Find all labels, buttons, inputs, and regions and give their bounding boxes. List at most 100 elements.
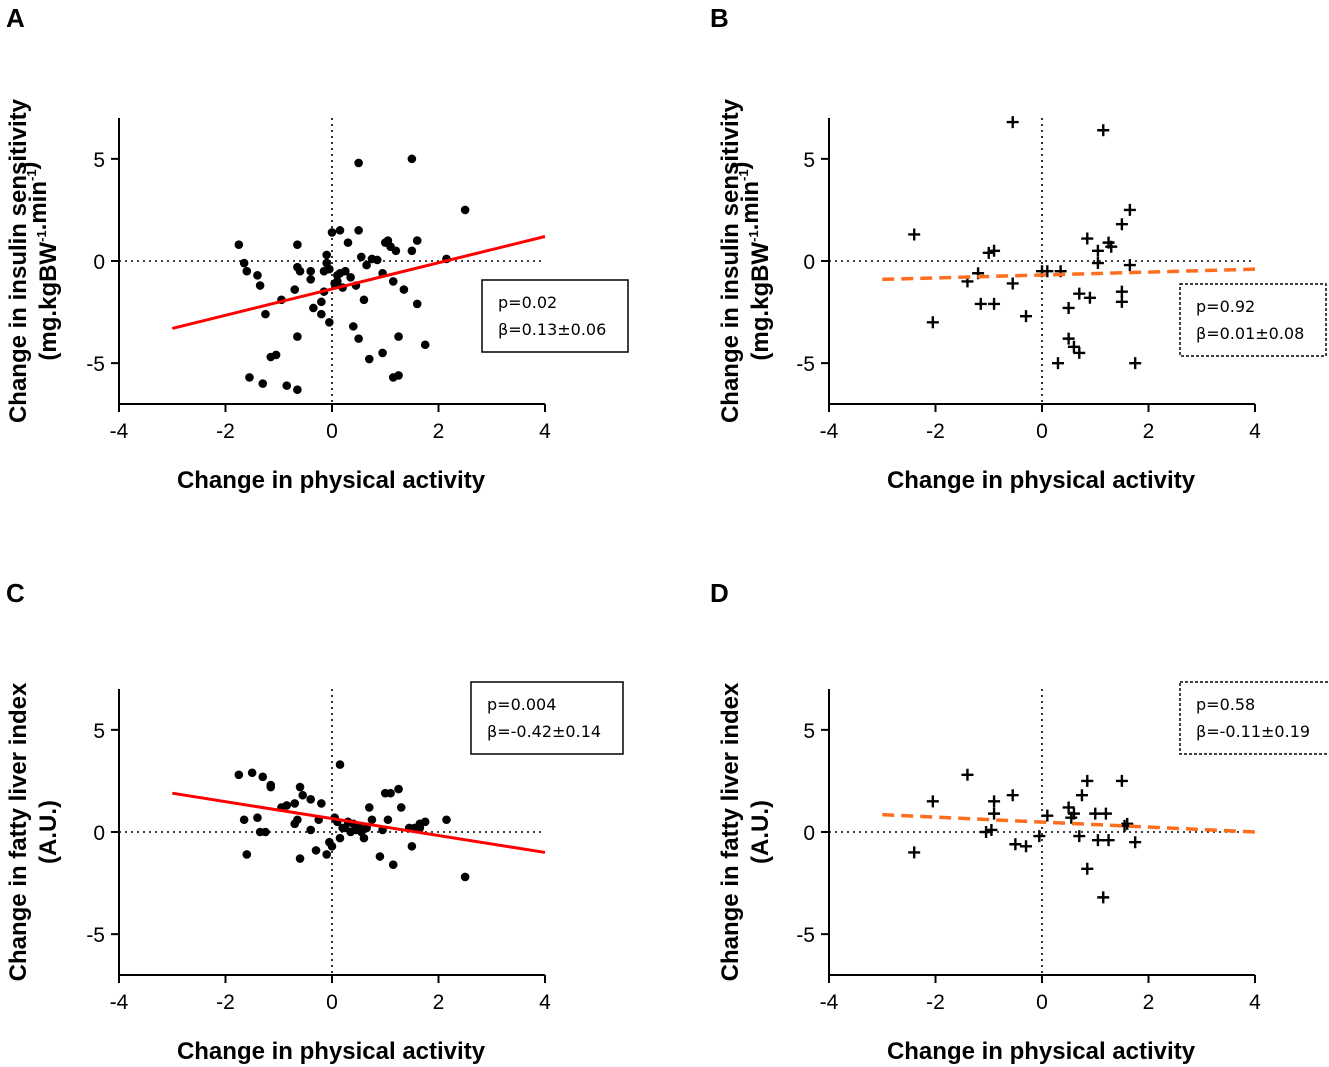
panel-d-data-point [988,795,1001,808]
panel-a-data-point [309,303,318,313]
panel-c-data-point [335,760,345,769]
panel-a-y-label-line1: Change in insulin sensitivity [5,98,32,423]
panel-b-data-point [1006,277,1019,290]
panel-a-data-point [346,273,355,282]
panel-d-data-point [1099,807,1112,820]
panel-b-data-point [1097,124,1110,137]
panel-a-x-tick-label: 0 [326,420,338,443]
panel-a-data-point [325,264,334,274]
panel-c-data-point [242,850,252,859]
panel-c-data-point [266,780,276,790]
panel-c-data-point [261,827,270,837]
panel-a-data-point [407,154,417,164]
panel-b-x-tick-label: 2 [1143,420,1155,443]
panel-b-x-axis-label: Change in physical activity [887,467,1196,494]
panel-c-data-point [234,770,244,780]
panel-c-y-tick-label: 0 [93,822,105,845]
panel-d-data-point [1073,830,1086,843]
panel-a-data-point [255,281,265,290]
panel-b-x-tick-label: -2 [926,420,945,443]
panel-b-x-tick-label: 0 [1036,420,1048,443]
panel-a-y-label-line2: (mg.kgBW-1.min-1) [15,161,62,360]
panel-b-data-point [1115,285,1128,298]
panel-a: A Change in insulin sensitivity (mg.kgBW-… [5,3,629,494]
panel-c-data-point [359,833,369,843]
panel-c-x-tick-label: -4 [110,991,129,1014]
panel-a-data-point [420,340,430,350]
panel-c-data-point [420,817,430,827]
panel-c-data-point [364,803,374,812]
panel-a-data-point [306,275,316,284]
panel-b-x-tick-label: -4 [820,420,839,443]
panel-a-y-label-part: .min [25,181,52,230]
panel-a-data-point [364,354,374,364]
panel-c-data-point [460,872,470,882]
panel-b-y-label-line2: (mg.kgBW-1.min-1) [727,161,774,360]
panel-c-data-point [375,852,385,861]
panel-b-data-point [1115,218,1128,231]
panel-a-x-tick-label: -2 [216,420,235,443]
panel-b-p-value: p=0.92 [1196,297,1255,316]
panel-d-data-point [1129,836,1142,849]
panel-c-data-point [396,803,406,812]
panel-b-y-tick-label: 0 [803,251,815,274]
panel-b-data-point [1081,232,1094,245]
panel-a-data-point [271,350,281,360]
panel-a-data-point [362,260,371,270]
panel-c-data-point [247,768,257,778]
panel-a-data-point [306,266,316,276]
panel-b-beta-value: β=0.01±0.08 [1196,324,1304,343]
panel-b-stats-box [1179,283,1327,357]
panel-b-data-point [1083,291,1096,304]
panel-b-y-label-superscript: -1 [736,169,751,181]
panel-c: C Change in fatty liver index (A.U.) Chan… [5,578,624,1065]
panel-c-data-point [253,813,262,822]
panel-d-p-value: p=0.58 [1196,695,1255,714]
panel-c-data-point [258,772,268,782]
panel-b-y-label-superscript: -1 [746,230,761,242]
panel-b-y-label-part: .min [737,181,764,230]
panel-c-x-tick-label: 0 [326,991,338,1014]
panel-a-data-point [359,295,369,305]
panel-a-data-point [335,226,345,235]
panel-d-data-point [988,807,1001,820]
panel-a-data-point [341,266,350,276]
panel-a-data-point [327,228,337,237]
panel-d-data-point [1062,801,1075,814]
panel-d-data-point [1009,838,1022,851]
panel-a-y-axis-label: Change in insulin sensitivity (mg.kgBW-1.… [5,98,62,423]
panel-a-data-point [258,379,268,388]
panel-a-data-point [412,236,422,245]
panel-a-data-point [253,271,262,280]
panel-d-y-axis-label: Change in fatty liver index (A.U.) [717,682,774,981]
panel-d-y-label-line2: (A.U.) [747,800,774,864]
panel-d-data-point [1097,891,1110,904]
panel-b-y-label-line1: Change in insulin sensitivity [717,98,744,423]
panel-d-x-tick-label: 0 [1036,991,1048,1014]
panel-d-letter: D [710,578,729,608]
panel-a-x-tick-label: -4 [110,420,129,443]
panel-d-x-tick-label: -2 [926,991,945,1014]
panel-a-data-point [394,332,403,341]
panel-b: B Change in insulin sensitivity (mg.kgBW-… [710,3,1327,494]
panel-b-x-tick-label: 4 [1249,420,1261,443]
panel-d-data-point [1089,807,1102,820]
panel-a-p-value: p=0.02 [498,293,557,312]
panel-c-data-point [311,846,321,855]
panel-a-data-point [333,277,342,286]
panel-c-y-axis-label: Change in fatty liver index (A.U.) [5,682,62,981]
panel-a-data-point [372,255,382,265]
panel-a-y-label-superscript: -1 [34,230,49,242]
panel-a-data-point [239,258,249,268]
panel-c-data-point [394,784,403,794]
panel-a-data-point [343,238,353,247]
panel-c-data-point [367,815,377,825]
panel-a-data-point [412,299,422,309]
panel-a-beta-value: β=0.13±0.06 [498,320,606,339]
panel-c-data-point [386,788,395,798]
panel-a-data-point [354,334,363,343]
panel-c-stats-box [470,681,624,755]
panel-d-data-point [961,768,974,781]
panel-c-data-point [306,825,316,835]
